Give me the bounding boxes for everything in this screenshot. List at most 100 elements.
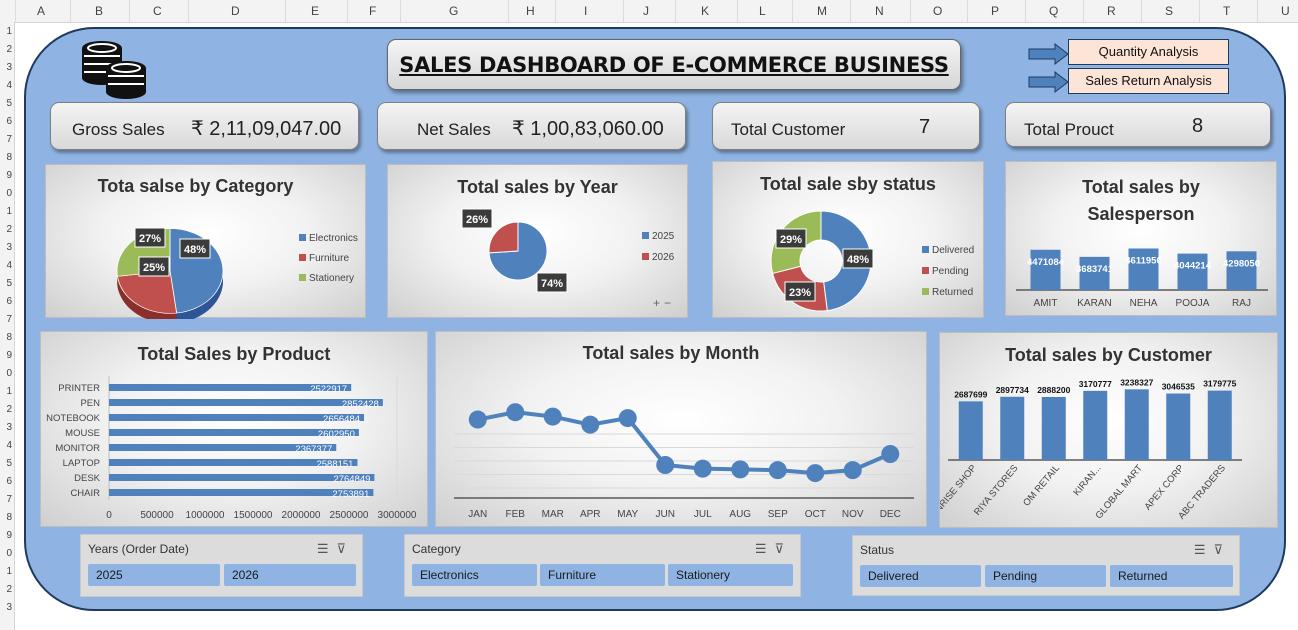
column-header-p[interactable]: P <box>991 4 1000 18</box>
column-header-r[interactable]: R <box>1107 4 1116 18</box>
x-tick-label: 2000000 <box>282 510 321 521</box>
row-header[interactable]: 3 <box>6 62 12 73</box>
column-header-n[interactable]: N <box>875 4 884 18</box>
row-header[interactable]: 8 <box>6 152 12 163</box>
row-header[interactable]: 2 <box>6 584 12 595</box>
column-header-g[interactable]: G <box>449 4 459 18</box>
row-header[interactable]: 2 <box>6 224 12 235</box>
clear-filter-icon[interactable]: ⊽ <box>336 541 354 556</box>
row-header[interactable]: 1 <box>6 566 12 577</box>
row-header[interactable]: 1 <box>6 206 12 217</box>
row-header[interactable]: 6 <box>6 116 12 127</box>
clear-filter-icon[interactable]: ⊽ <box>1213 542 1231 557</box>
salesperson-chart-title: Total sales by Salesperson <box>1082 177 1200 224</box>
row-header[interactable]: 4 <box>6 80 12 91</box>
data-label-box <box>784 281 816 302</box>
row-header[interactable]: 2 <box>6 44 12 55</box>
data-label-box <box>461 208 493 229</box>
column-header-l[interactable]: L <box>759 4 766 18</box>
data-label: 48% <box>184 244 206 256</box>
row-header[interactable]: 0 <box>6 368 12 379</box>
column-header-m[interactable]: M <box>817 4 827 18</box>
row-header[interactable]: 6 <box>6 296 12 307</box>
data-point-dec <box>881 445 900 463</box>
legend-entry-returned: Returned <box>932 287 973 298</box>
row-header[interactable]: 3 <box>6 242 12 253</box>
column-header-i[interactable]: I <box>584 4 588 18</box>
row-header[interactable]: 4 <box>6 440 12 451</box>
column-header-k[interactable]: K <box>701 4 710 18</box>
data-point-sep <box>768 461 787 480</box>
row-header[interactable]: 8 <box>6 512 12 523</box>
column-header-t[interactable]: T <box>1223 4 1231 18</box>
row-header[interactable]: 5 <box>6 458 12 469</box>
column-header-e[interactable]: E <box>311 4 320 18</box>
expand-collapse-icon[interactable]: +− <box>653 296 676 310</box>
bar-customer <box>1041 396 1066 460</box>
data-label-box <box>775 228 807 249</box>
column-header-q[interactable]: Q <box>1049 4 1059 18</box>
row-header[interactable]: 9 <box>6 170 12 181</box>
column-header-j[interactable]: J <box>643 4 649 18</box>
row-header[interactable]: 1 <box>6 26 12 37</box>
row-header[interactable]: 4 <box>6 260 12 271</box>
net-sales-card: Net Sales ₹ 1,00,83,060.00 <box>377 102 686 150</box>
row-header[interactable]: 1 <box>6 386 12 397</box>
row-header[interactable]: 9 <box>6 530 12 541</box>
legend-swatch <box>922 246 929 253</box>
row-header[interactable]: 3 <box>6 422 12 433</box>
row-header[interactable]: 7 <box>6 134 12 145</box>
x-tick-label: APEX CORP <box>1142 463 1186 513</box>
row-header[interactable]: 5 <box>6 278 12 289</box>
total-product-label: Total Prouct <box>1024 120 1114 139</box>
row-header[interactable]: 9 <box>6 350 12 361</box>
column-header-b[interactable]: B <box>95 4 104 18</box>
x-tick-label: FEB <box>506 509 526 520</box>
slicer-item-electronics[interactable]: Electronics <box>412 564 537 586</box>
dashboard-title: SALES DASHBOARD OF E-COMMERCE BUSINESS <box>399 53 949 77</box>
x-tick-label: AUG <box>729 509 751 520</box>
y-tick-label: CHAIR <box>70 488 100 499</box>
slicer-item-2025[interactable]: 2025 <box>88 564 220 586</box>
slicer-item-delivered[interactable]: Delivered <box>860 565 981 587</box>
sales-return-analysis-button[interactable]: Sales Return Analysis <box>1068 68 1229 94</box>
row-header[interactable]: 6 <box>6 476 12 487</box>
y-tick-label: PRINTER <box>58 383 100 394</box>
column-header-u[interactable]: U <box>1281 4 1290 18</box>
row-header[interactable]: 8 <box>6 332 12 343</box>
dashboard-title-box: SALES DASHBOARD OF E-COMMERCE BUSINESS <box>387 39 961 90</box>
column-header-f[interactable]: F <box>369 4 377 18</box>
row-header[interactable]: 7 <box>6 494 12 505</box>
column-header-a[interactable]: A <box>37 4 46 18</box>
slicer-item-returned[interactable]: Returned <box>1110 565 1233 587</box>
row-header[interactable]: 0 <box>6 188 12 199</box>
legend-swatch <box>299 274 306 281</box>
column-header-o[interactable]: O <box>933 4 943 18</box>
category-slicer-title: Category <box>412 542 461 556</box>
bar-customer <box>1083 390 1108 460</box>
data-point-mar <box>543 407 562 426</box>
row-header[interactable]: 3 <box>6 602 12 613</box>
row-header[interactable]: 7 <box>6 314 12 325</box>
row-header[interactable]: 2 <box>6 404 12 415</box>
column-header-c[interactable]: C <box>153 4 162 18</box>
column-header-s[interactable]: S <box>1165 4 1174 18</box>
slicer-item-stationery[interactable]: Stationery <box>668 564 793 586</box>
column-header-d[interactable]: D <box>231 4 240 18</box>
row-header[interactable]: 0 <box>6 548 12 559</box>
multiselect-icon[interactable]: ☰ <box>754 541 775 556</box>
quantity-analysis-button[interactable]: Quantity Analysis <box>1068 39 1229 65</box>
row-header[interactable]: 5 <box>6 98 12 109</box>
slicer-item-furniture[interactable]: Furniture <box>540 564 665 586</box>
multiselect-icon[interactable]: ☰ <box>1193 542 1214 557</box>
legend-entry-furniture: Furniture <box>309 253 349 264</box>
y-tick-label: LAPTOP <box>63 458 100 469</box>
multiselect-icon[interactable]: ☰ <box>316 541 337 556</box>
slicer-item-2026[interactable]: 2026 <box>224 564 356 586</box>
bar-value-label: 2753891 <box>332 489 369 500</box>
gross-sales-value: ₹ 2,11,09,047.00 <box>191 118 342 140</box>
x-tick-label: 1500000 <box>234 510 273 521</box>
clear-filter-icon[interactable]: ⊽ <box>774 541 792 556</box>
slicer-item-pending[interactable]: Pending <box>985 565 1106 587</box>
column-header-h[interactable]: H <box>526 4 535 18</box>
